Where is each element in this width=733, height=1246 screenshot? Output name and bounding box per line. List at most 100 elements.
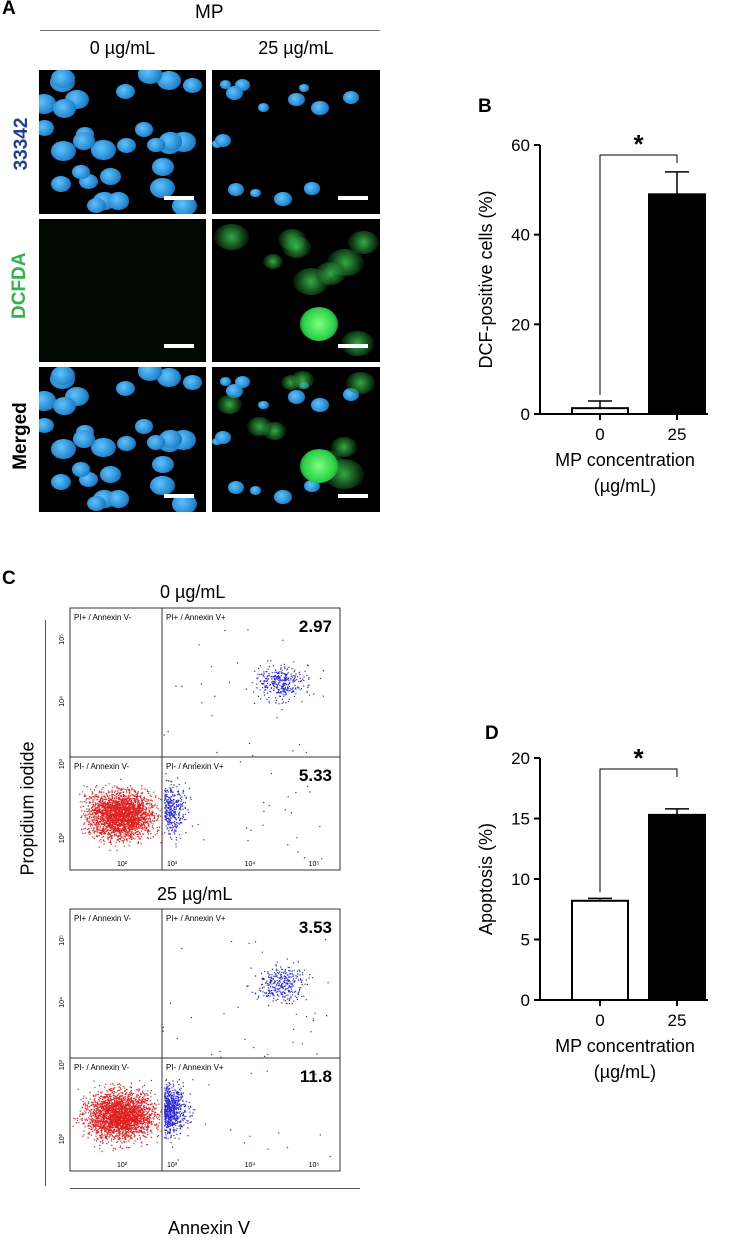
nucleus (91, 437, 116, 458)
nucleus (219, 80, 232, 89)
nucleus (134, 122, 153, 137)
nucleus (274, 192, 292, 207)
significance-bracket (599, 154, 678, 395)
y-tick-label: 0 (521, 991, 530, 1010)
flow-x-axis-line (70, 1188, 360, 1189)
x-tick-label: 10⁵ (309, 861, 320, 868)
nucleus (183, 78, 202, 94)
x-tick-label: 10⁴ (245, 1162, 256, 1169)
nucleus (71, 164, 91, 180)
nucleus (225, 86, 244, 101)
flow-xlabel: Annexin V (168, 1218, 251, 1238)
panel-label-d: D (485, 723, 499, 744)
y-axis-label: Apoptosis (%) (476, 823, 496, 935)
nucleus (86, 198, 106, 214)
nucleus (159, 132, 182, 151)
nucleus (274, 489, 292, 505)
dcf-fluorescent-cell (247, 417, 272, 436)
quadrant-label-lr: PI- / Annexin V+ (166, 1063, 224, 1072)
lower-right-percent: 5.33 (299, 766, 332, 785)
nucleus (183, 375, 202, 391)
y-tick-label: 40 (511, 226, 530, 245)
significance-marker: * (633, 745, 644, 773)
nucleus (116, 435, 136, 451)
micrograph-merged-0 (39, 367, 206, 512)
nucleus (137, 367, 163, 382)
row-label-33342: 33342 (11, 117, 32, 171)
nucleus (107, 490, 130, 508)
quadrant-label-ur: PI+ / Annexin V+ (166, 613, 226, 622)
x-tick-label: 25 (668, 1011, 687, 1030)
nucleus (72, 430, 95, 448)
nucleus (150, 475, 175, 496)
nucleus (172, 494, 197, 512)
nucleus (150, 177, 175, 198)
nucleus (159, 429, 182, 449)
x-axis-label-line2: (µg/mL) (594, 476, 656, 496)
nucleus (311, 100, 329, 115)
nucleus (257, 400, 269, 410)
mp-group-label: MP (195, 2, 224, 23)
row-label-dcfda: DCFDA (9, 252, 30, 320)
nucleus (219, 377, 232, 387)
nucleus (39, 120, 55, 136)
event-dots (79, 629, 324, 860)
y-axis-label: DCF-positive cells (%) (476, 190, 496, 368)
nucleus (91, 140, 116, 160)
y-tick-label: 20 (511, 315, 530, 334)
micrograph-merged-25 (212, 367, 380, 512)
panel-label-a: A (2, 0, 16, 19)
x-tick-label: 10⁴ (245, 861, 256, 868)
x-tick-label: 10³ (167, 1162, 178, 1169)
quadrant-label-ul: PI+ / Annexin V- (74, 613, 131, 622)
nucleus (72, 132, 95, 151)
x-axis-label-line1: MP concentration (555, 1036, 695, 1056)
flow-ylabel: Propidium iodide (17, 741, 38, 876)
micrograph-33342-0 (39, 70, 206, 214)
x-axis-label-line1: MP concentration (555, 450, 695, 470)
nucleus (342, 90, 360, 104)
nucleus (172, 196, 197, 214)
dcf-bar-chart: DCF-positive cells (%) 0 20 40 60 0 25 * MP conc… (476, 129, 708, 496)
flow-plot-0: PI+ / Annexin V- PI+ / Annexin V+ PI- / An… (59, 607, 341, 871)
y-tick-label: 10⁵ (59, 634, 66, 645)
quadrant-label-ur: PI+ / Annexin V+ (166, 914, 226, 923)
nucleus (250, 486, 261, 495)
nucleus (146, 137, 165, 153)
red-events (79, 778, 164, 851)
nucleus (115, 381, 135, 397)
dcf-fluorescent-cell (282, 235, 312, 258)
nucleus (39, 391, 57, 412)
blue-events (163, 629, 324, 860)
y-tick-label: 10 (511, 870, 530, 889)
bar-0 (571, 899, 629, 1001)
y-tick-label: 15 (511, 810, 530, 829)
micrograph-dcfda-25 (212, 219, 380, 362)
dcf-fluorescent-cell (345, 372, 375, 394)
dcf-fluorescent-cell (314, 261, 346, 286)
dcf-fluorescent-cell (347, 230, 379, 255)
nucleus (107, 192, 130, 210)
plot-frame (69, 908, 341, 1172)
x-tick-label: 10² (117, 861, 128, 868)
scale-bar (164, 196, 194, 200)
nucleus (51, 70, 75, 88)
quadrant-label-lr: PI- / Annexin V+ (166, 762, 224, 771)
nucleus (157, 367, 181, 387)
red-events (72, 1079, 163, 1153)
nucleus (51, 438, 77, 459)
nucleus (86, 496, 106, 512)
nucleus (71, 462, 91, 478)
dcf-fluorescent-cell (214, 223, 250, 250)
nucleus (52, 396, 77, 416)
dcf-fluorescent-cell (330, 436, 358, 457)
y-tick-label: 10³ (59, 758, 66, 769)
scale-bar (338, 494, 368, 498)
x-tick-label: 10⁵ (309, 1162, 320, 1169)
significance-bracket (599, 768, 678, 893)
x-tick-label: 10² (117, 1162, 128, 1169)
scale-bar (164, 494, 194, 498)
x-tick-label: 0 (595, 425, 604, 444)
nucleus (311, 397, 329, 412)
y-tick-label: 10⁴ (59, 997, 66, 1008)
